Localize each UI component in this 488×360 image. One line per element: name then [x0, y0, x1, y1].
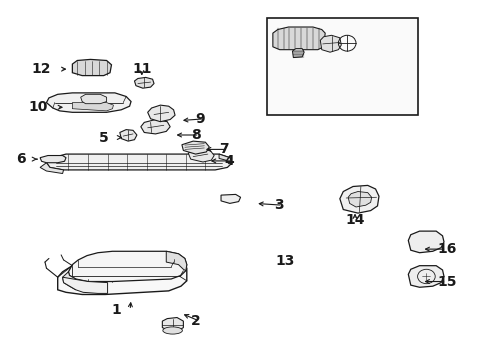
Polygon shape	[147, 105, 175, 122]
Text: 1: 1	[111, 303, 121, 317]
Text: 8: 8	[190, 128, 200, 142]
Polygon shape	[320, 35, 341, 52]
Polygon shape	[46, 93, 131, 112]
Polygon shape	[182, 141, 209, 154]
Polygon shape	[219, 154, 232, 164]
Text: 4: 4	[224, 154, 233, 168]
Polygon shape	[339, 185, 378, 213]
Text: 10: 10	[28, 100, 48, 114]
Text: 15: 15	[437, 275, 456, 288]
Text: 9: 9	[195, 112, 205, 126]
Polygon shape	[72, 103, 113, 111]
Ellipse shape	[163, 327, 182, 334]
Polygon shape	[407, 266, 443, 287]
Text: 7: 7	[219, 143, 228, 156]
Polygon shape	[292, 49, 304, 58]
Polygon shape	[134, 77, 154, 88]
Text: 14: 14	[345, 213, 364, 227]
Polygon shape	[347, 192, 371, 207]
Polygon shape	[81, 94, 106, 104]
Polygon shape	[141, 120, 170, 134]
Text: 3: 3	[273, 198, 283, 212]
Polygon shape	[72, 59, 111, 76]
Polygon shape	[188, 149, 214, 162]
Polygon shape	[162, 318, 183, 330]
Text: 5: 5	[99, 131, 108, 144]
Text: 16: 16	[437, 242, 456, 256]
Polygon shape	[407, 231, 443, 253]
Text: 11: 11	[132, 62, 151, 76]
Text: 2: 2	[190, 314, 200, 328]
Polygon shape	[46, 154, 232, 170]
Bar	[266, 18, 417, 115]
Text: 13: 13	[275, 254, 295, 268]
Text: 12: 12	[32, 62, 51, 76]
Polygon shape	[58, 258, 186, 294]
Polygon shape	[221, 194, 240, 203]
Polygon shape	[40, 156, 66, 163]
Polygon shape	[40, 163, 63, 174]
Polygon shape	[120, 130, 137, 141]
Polygon shape	[62, 272, 76, 290]
Polygon shape	[68, 251, 186, 282]
Polygon shape	[166, 251, 186, 271]
Polygon shape	[272, 27, 325, 50]
Polygon shape	[62, 277, 107, 293]
Text: 6: 6	[16, 152, 25, 166]
